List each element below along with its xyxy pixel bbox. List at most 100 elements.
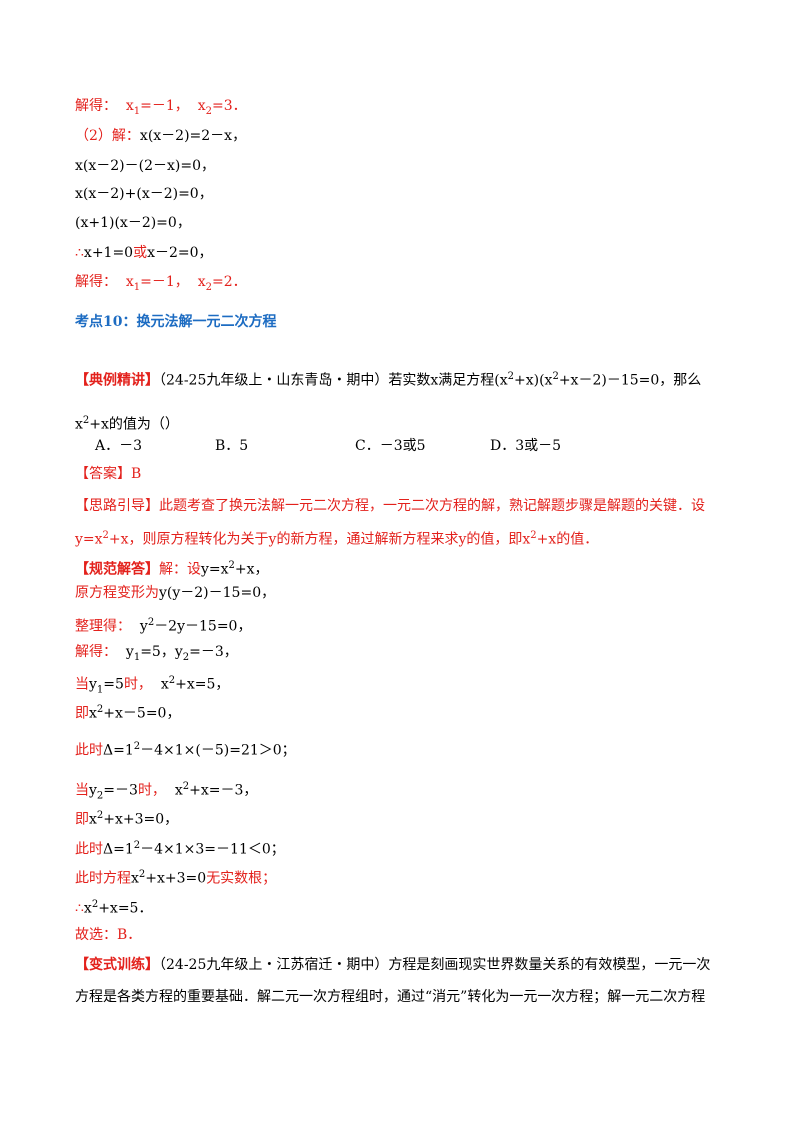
text-run: +x的值为（） <box>89 416 179 433</box>
text-line: 解得： y1=5，y2=－3， <box>75 642 238 668</box>
text-run: +x=－3， <box>189 782 258 799</box>
text-run: =－3 <box>103 782 138 799</box>
text-run: (x+1)(x－2)=0， <box>75 215 191 231</box>
text-line: x(x－2)－(2－x)=0， <box>75 156 215 176</box>
text-run: +x， <box>234 561 269 578</box>
sub-script: 1 <box>133 651 141 663</box>
text-run: 此时 <box>75 841 103 858</box>
text-run: +x=5， <box>175 676 230 693</box>
text-line: 故选：B． <box>75 925 141 945</box>
text-line: 解得： x1=－1， x2=3． <box>75 96 247 122</box>
text-line: 【思路引导】此题考查了换元法解一元二次方程，一元二次方程的解，熟记解题步骤是解题… <box>75 496 705 516</box>
sup-script: 2 <box>182 781 190 792</box>
sup-script: 2 <box>82 415 90 426</box>
sup-script: 2 <box>133 840 141 851</box>
text-run: y=x <box>75 531 103 548</box>
sub-script: 2 <box>96 790 104 802</box>
text-run: 即 <box>75 705 89 722</box>
text-run: ∴ <box>75 245 84 261</box>
sup-script: 2 <box>91 899 99 910</box>
text-run: x <box>151 676 169 693</box>
sup-script: 2 <box>96 810 104 821</box>
option: B．5 <box>215 438 249 454</box>
text-line: 此时方程x2+x+3=0无实数根； <box>75 865 276 889</box>
text-run: x(x－2)+(x－2)=0， <box>75 186 213 202</box>
sub-script: 1 <box>96 684 104 696</box>
text-run: =－3， <box>189 644 238 660</box>
text-run: y(y－2)－15=0， <box>159 585 276 601</box>
sub-script: 1 <box>133 105 141 117</box>
text-run: －2y－15=0， <box>154 618 252 635</box>
text-line: A．－3 B．5 C．－3或5 D．3或－5 <box>75 436 675 456</box>
text-run: +x+3=0， <box>103 811 179 828</box>
text-line: 【典例精讲】（24-25九年级上・山东青岛・期中）若实数x满足方程(x2+x)(… <box>75 367 701 391</box>
text-run: x <box>83 900 92 917</box>
text-line: 即x2+x+3=0， <box>75 806 178 830</box>
text-run: =5，y <box>140 644 183 660</box>
text-run: y <box>131 618 148 635</box>
sup-script: 2 <box>102 530 109 541</box>
text-run: 时， <box>137 782 166 799</box>
text-line: 【答案】B <box>75 464 141 484</box>
sup-script: 2 <box>507 371 514 382</box>
text-run: x(x－2)－(2－x)=0， <box>75 158 215 174</box>
text-line: 【规范解答】解：设y=x2+x， <box>75 556 269 580</box>
sup-script: 2 <box>138 869 146 880</box>
text-run: Δ=1 <box>103 742 134 759</box>
text-run: 【思路引导】此题考查了换元法解一元二次方程，一元二次方程的解，熟记解题步骤是解题… <box>75 498 705 514</box>
text-run: =－1， x <box>140 98 206 114</box>
text-line: 解得： x1=－1， x2=2． <box>75 272 247 298</box>
text-run: 解得： x <box>75 98 134 114</box>
text-run: =3． <box>211 98 247 114</box>
text-line: 整理得： y2－2y－15=0， <box>75 613 251 637</box>
text-run: 时， <box>123 676 152 693</box>
text-line: x(x－2)+(x－2)=0， <box>75 184 213 204</box>
text-run: （24-25九年级上・山东青岛・期中）若实数x满足方程(x <box>159 372 508 389</box>
text-run: 解得： <box>75 644 117 660</box>
text-run: 整理得： <box>75 618 131 635</box>
text-run: =5 <box>103 676 124 693</box>
text-run: +x，则原方程转化为关于y的新方程，通过解新方程来求y的值，即x <box>108 531 531 548</box>
sub-script: 1 <box>133 281 141 293</box>
text-run: +x=5． <box>98 900 153 917</box>
text-line: 原方程变形为y(y－2)－15=0， <box>75 583 275 603</box>
text-run: 【规范解答】 <box>75 561 159 578</box>
option: D．3或－5 <box>490 438 562 454</box>
text-run: 无实数根； <box>206 870 277 887</box>
text-line: x2+x的值为（） <box>75 411 179 435</box>
sup-script: 2 <box>133 741 141 752</box>
text-line: 当y1=5时， x2+x=5， <box>75 671 229 700</box>
sup-script: 2 <box>552 371 559 382</box>
text-run: 解得： x <box>75 274 134 290</box>
text-line: 当y2=－3时， x2+x=－3， <box>75 777 257 806</box>
sub-script: 2 <box>182 651 190 663</box>
sup-script: 2 <box>168 675 176 686</box>
text-run: （24-25九年级上・江苏宿迁・期中）方程是刻画现实世界数量关系的有效模型，一元… <box>159 957 711 973</box>
text-run: 即 <box>75 811 89 828</box>
option: C．－3或5 <box>355 438 426 454</box>
text-line: 此时Δ=12－4×1×(－5)=21＞0； <box>75 737 296 761</box>
text-run: +x+3=0 <box>145 870 207 887</box>
text-run: +x－2)－15=0，那么 <box>558 372 702 389</box>
text-run: =－1， x <box>140 274 206 290</box>
text-run: 方程是各类方程的重要基础．解二元一次方程组时，通过“消元”转化为一元一次方程；解… <box>75 989 706 1005</box>
text-run: +x－5=0， <box>103 705 181 722</box>
text-line: y=x2+x，则原方程转化为关于y的新方程，通过解新方程来求y的值，即x2+x的… <box>75 526 598 550</box>
text-run: y=x <box>201 561 229 578</box>
sup-script: 2 <box>96 704 104 715</box>
text-run: x <box>131 870 139 887</box>
sub-script: 2 <box>205 281 212 293</box>
text-run: +x的值． <box>536 531 599 548</box>
text-run: x(x－2)=2－x， <box>139 128 247 144</box>
text-run: 当 <box>75 782 89 799</box>
text-run: y <box>89 676 97 693</box>
text-line: ∴x+1=0或x－2=0， <box>75 243 213 263</box>
section-heading: 考点10：换元法解一元二次方程 <box>75 312 276 332</box>
option: A．－3 <box>95 438 143 454</box>
text-run: y <box>89 782 97 799</box>
text-run: x+1=0 <box>83 245 134 261</box>
text-run: +x)(x <box>514 372 553 389</box>
text-run: y <box>117 644 134 660</box>
text-run: 此时 <box>75 742 103 759</box>
text-run: x <box>75 416 83 433</box>
